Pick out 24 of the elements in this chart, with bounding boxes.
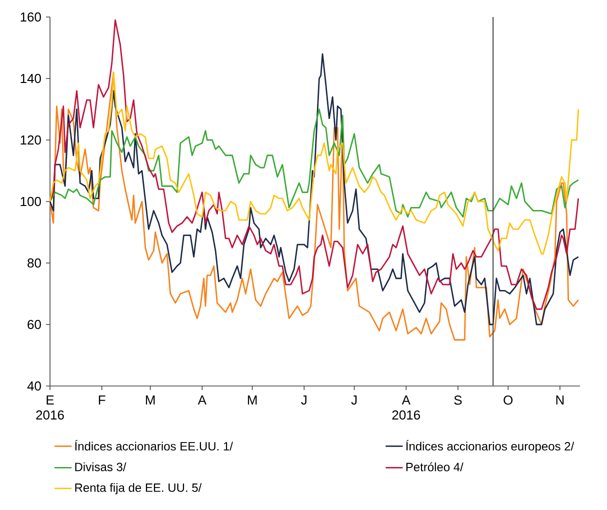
x-tick-label: J — [301, 396, 306, 405]
legend-label: Índices accionarios EE.UU. 1/ — [75, 440, 233, 451]
legend-label: Petróleo 4/ — [406, 462, 464, 472]
legend-label: Divisas 3/ — [75, 462, 126, 472]
y-tick-label: 160 — [20, 12, 41, 22]
x-tick-label: A — [198, 396, 206, 404]
x-tick-label: J — [351, 396, 357, 405]
y-tick-label: 60 — [28, 320, 41, 330]
x-tick-label: E 2016 — [36, 396, 64, 420]
x-tick-label: M — [146, 396, 155, 404]
legend-label: Renta fija de EE. UU. 5/ — [75, 483, 202, 494]
x-tick-label: F — [98, 396, 106, 404]
y-tick-label: 120 — [20, 135, 41, 145]
x-tick-label: N — [556, 396, 564, 404]
y-tick-label: 40 — [27, 381, 41, 391]
y-tick-label: 100 — [20, 196, 41, 206]
legend-label: Índices accionarios europeos 2/ — [406, 440, 574, 453]
x-tick-label: M — [248, 396, 257, 404]
x-tick-label: O — [504, 396, 513, 405]
x-tick-label: S — [454, 396, 462, 405]
x-tick-label: A 2016 — [392, 396, 420, 420]
y-tick-label: 80 — [28, 258, 41, 268]
y-tick-label: 140 — [20, 74, 41, 84]
line-series — [49, 72, 580, 254]
